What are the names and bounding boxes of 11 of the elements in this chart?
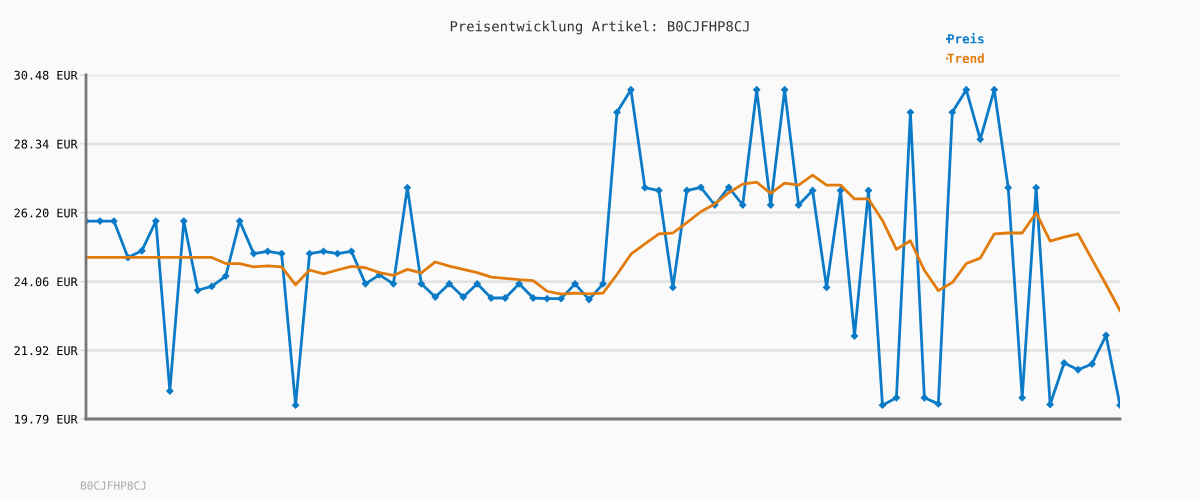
chart-title: Preisentwicklung Artikel: B0CJFHP8CJ: [450, 20, 749, 35]
y-tick-label: 21.92 EUR: [14, 346, 78, 356]
y-tick-label: 24.06 EUR: [14, 277, 78, 287]
y-tick-label: 26.20 EUR: [14, 208, 78, 218]
text: B0CJFHP8CJ: [80, 481, 146, 490]
y-tick-label: 19.79 EUR: [15, 414, 78, 424]
y-tick-label: 30.48 EUR: [14, 70, 78, 80]
y-tick-label: 28.34 EUR: [14, 139, 78, 149]
line-series: [86, 173, 1120, 312]
legend-label: Preis: [948, 33, 984, 44]
legend-label: Trend: [947, 53, 984, 64]
